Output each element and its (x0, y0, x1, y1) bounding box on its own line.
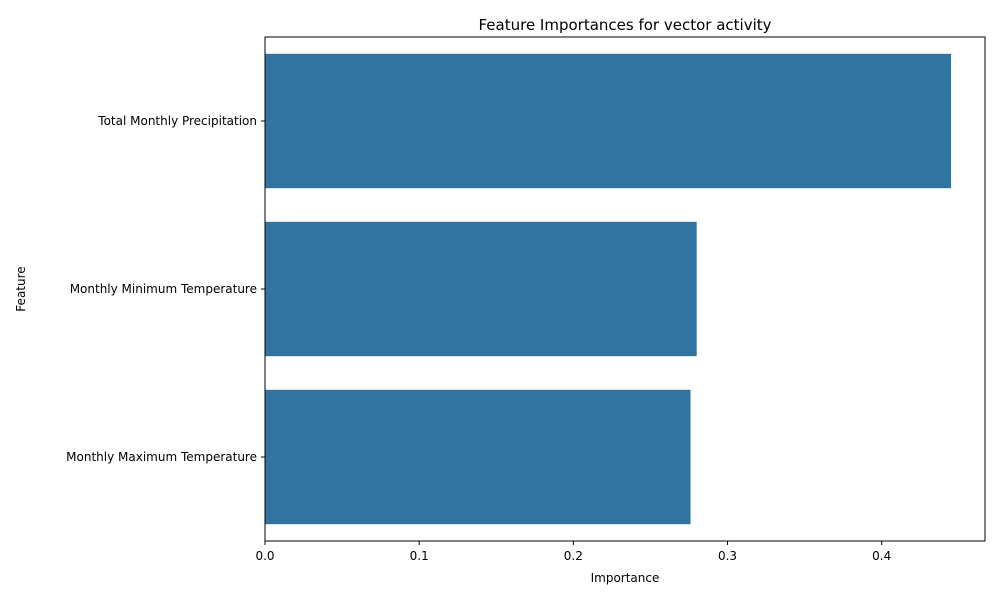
x-tick-label: 0.0 (255, 549, 274, 563)
bar-3 (265, 389, 691, 525)
plot-frame (264, 36, 986, 542)
bars-group (265, 53, 952, 525)
y-axis-ticks: Total Monthly Precipitation Monthly Minim… (66, 114, 265, 464)
y-axis-label: Feature (14, 266, 28, 311)
x-tick-label: 0.3 (718, 549, 737, 563)
y-tick-label: Monthly Minimum Temperature (70, 282, 257, 296)
bar-2 (265, 221, 697, 357)
x-tick-label: 0.1 (410, 549, 429, 563)
x-tick-label: 0.2 (564, 549, 583, 563)
x-tick-label: 0.4 (872, 549, 891, 563)
y-tick-label: Total Monthly Precipitation (97, 114, 257, 128)
chart-title: Feature Importances for vector activity (478, 16, 771, 34)
bar-1 (265, 53, 952, 189)
x-axis-label: Importance (591, 571, 660, 585)
x-axis-ticks: 0.0 0.1 0.2 0.3 0.4 (255, 541, 891, 563)
y-tick-label: Monthly Maximum Temperature (66, 450, 257, 464)
